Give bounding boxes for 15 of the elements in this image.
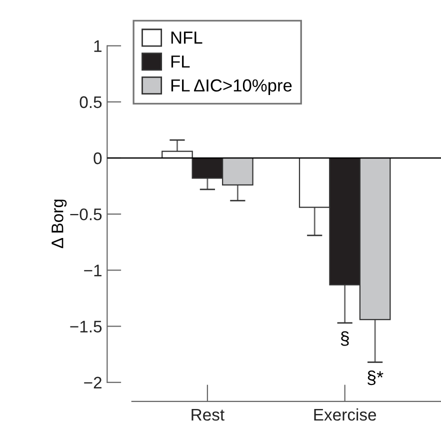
x-tick-label: Exercise — [314, 408, 376, 421]
legend-label: FL — [171, 56, 190, 68]
y-tick-label: −0.5 — [70, 208, 102, 220]
legend-label: FL ΔIC>10%pre — [171, 79, 292, 96]
y-tick-label: −1 — [84, 264, 102, 276]
legend-label: NFL — [171, 32, 202, 44]
data-label: § — [340, 331, 349, 346]
y-tick-label: 0.5 — [80, 96, 102, 108]
y-axis-title: Δ Borg — [52, 200, 67, 248]
y-tick-label: 0 — [94, 152, 102, 164]
y-tick-label: −2 — [84, 376, 102, 388]
data-label: §* — [368, 370, 384, 386]
x-tick-label: Rest — [192, 409, 224, 421]
y-tick-label: 1 — [94, 40, 102, 52]
y-tick-label: −1.5 — [70, 320, 102, 332]
